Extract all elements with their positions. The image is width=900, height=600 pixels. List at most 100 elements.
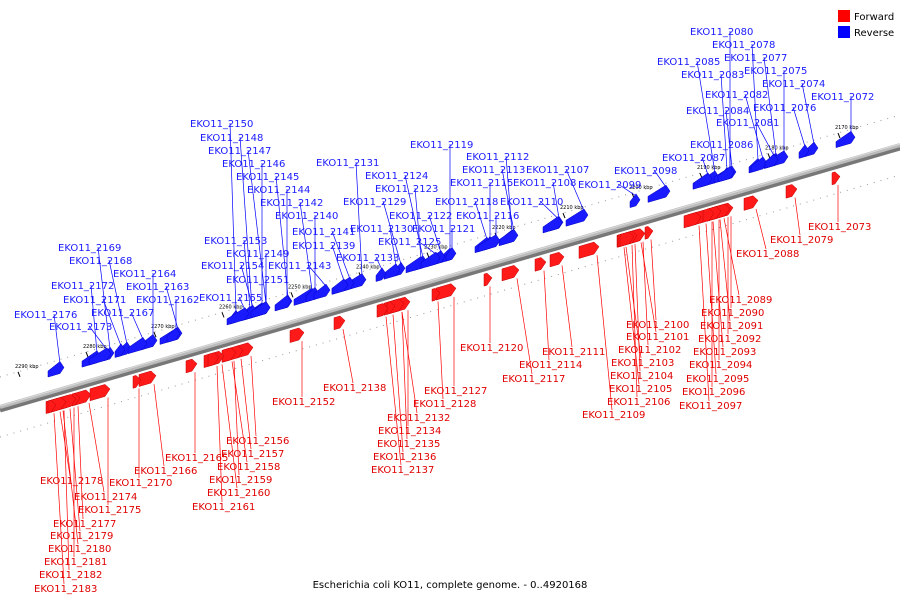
kbp-tick-label: 2200 kbp bbox=[629, 185, 653, 191]
reverse-gene-label: EKO11_2172 bbox=[51, 281, 114, 292]
forward-gene-label: EKO11_2105 bbox=[609, 384, 672, 395]
forward-gene-label: EKO11_2111 bbox=[542, 347, 605, 358]
legend-reverse-swatch bbox=[838, 26, 850, 38]
reverse-gene-leader bbox=[501, 168, 515, 232]
reverse-gene-arrow bbox=[88, 347, 112, 366]
forward-gene-leader bbox=[63, 410, 70, 571]
forward-gene-label: EKO11_2092 bbox=[698, 334, 761, 345]
forward-gene-arrow bbox=[831, 171, 841, 186]
reverse-gene-arrow bbox=[477, 234, 501, 253]
forward-gene-label: EKO11_2090 bbox=[701, 308, 764, 319]
forward-gene-label: EKO11_2138 bbox=[323, 383, 386, 394]
forward-gene-leader bbox=[650, 239, 657, 321]
forward-gene-label: EKO11_2182 bbox=[39, 570, 102, 581]
kbp-tick-mark bbox=[85, 351, 89, 358]
forward-gene-label: EKO11_2152 bbox=[272, 397, 335, 408]
forward-gene-arrow bbox=[702, 208, 715, 223]
reverse-gene-label: EKO11_2163 bbox=[126, 282, 189, 293]
forward-gene-leader bbox=[705, 223, 717, 375]
reverse-gene-leader bbox=[725, 109, 733, 168]
forward-gene-label: EKO11_2178 bbox=[40, 476, 103, 487]
forward-gene-label: EKO11_2179 bbox=[50, 531, 113, 542]
reverse-gene-label: EKO11_2123 bbox=[375, 184, 438, 195]
kbp-tick-label: 2260 kbp bbox=[219, 304, 243, 310]
forward-gene-leader bbox=[221, 364, 238, 489]
forward-gene-leader bbox=[642, 241, 649, 346]
reverse-gene-leader bbox=[763, 56, 777, 156]
backbone-highlight bbox=[0, 143, 900, 407]
reverse-gene-label: EKO11_2119 bbox=[410, 140, 473, 151]
reverse-gene-arrow bbox=[798, 144, 810, 159]
reverse-gene-label: EKO11_2133 bbox=[336, 253, 399, 264]
forward-gene-label: EKO11_2097 bbox=[679, 401, 742, 412]
forward-gene-label: EKO11_2102 bbox=[618, 345, 681, 356]
forward-gene-leader bbox=[216, 365, 223, 503]
reverse-gene-label: EKO11_2118 bbox=[435, 197, 498, 208]
reverse-gene-leader bbox=[792, 106, 806, 147]
reverse-gene-leader bbox=[744, 93, 764, 159]
forward-gene-label: EKO11_2089 bbox=[709, 295, 772, 306]
reverse-gene-label: EKO11_2140 bbox=[275, 211, 338, 222]
reverse-gene-label: EKO11_2148 bbox=[200, 133, 263, 144]
reverse-gene-label: EKO11_2107 bbox=[526, 165, 589, 176]
reverse-gene-arrow bbox=[166, 327, 181, 343]
legend-reverse-label: Reverse bbox=[854, 28, 894, 39]
forward-gene-leader bbox=[755, 208, 767, 250]
forward-gene-label: EKO11_2174 bbox=[74, 492, 137, 503]
reverse-gene-label: EKO11_2144 bbox=[247, 185, 310, 196]
reverse-gene-label: EKO11_2154 bbox=[201, 261, 264, 272]
forward-gene-leader bbox=[233, 360, 240, 476]
reverse-gene-label: EKO11_2129 bbox=[343, 197, 406, 208]
forward-gene-leader bbox=[401, 311, 418, 414]
kbp-tick-mark bbox=[290, 292, 294, 298]
reverse-gene-label: EKO11_2086 bbox=[690, 140, 753, 151]
reverse-gene-leader bbox=[247, 149, 267, 304]
forward-gene-arrow bbox=[501, 265, 520, 282]
forward-gene-leader bbox=[516, 278, 533, 375]
reverse-gene-leader bbox=[755, 121, 775, 156]
reverse-gene-label: EKO11_2072 bbox=[811, 92, 874, 103]
forward-gene-label: EKO11_2095 bbox=[686, 374, 749, 385]
reverse-gene-arrow bbox=[313, 283, 331, 300]
forward-gene-label: EKO11_2156 bbox=[226, 436, 289, 447]
legend: Forward Reverse bbox=[838, 10, 894, 39]
reverse-gene-arrow bbox=[127, 337, 148, 355]
forward-gene-arrow bbox=[207, 352, 220, 367]
reverse-gene-leader bbox=[382, 200, 402, 265]
forward-gene-leader bbox=[153, 384, 165, 467]
reverse-gene-label: EKO11_2116 bbox=[456, 211, 519, 222]
forward-gene-arrow bbox=[47, 399, 57, 414]
reverse-gene-label: EKO11_2130 bbox=[350, 224, 413, 235]
backbone-line bbox=[0, 143, 900, 409]
forward-gene-leader bbox=[623, 247, 640, 385]
reverse-gene-arrow bbox=[565, 208, 589, 227]
forward-gene-arrow bbox=[483, 272, 493, 287]
kbp-tick-label: 2280 kbp bbox=[83, 344, 107, 350]
forward-gene-leader bbox=[240, 358, 252, 450]
kbp-tick-label: 2170 kbp bbox=[835, 125, 859, 131]
reverse-gene-label: EKO11_2176 bbox=[14, 310, 77, 321]
reverse-gene-arrow bbox=[498, 229, 519, 247]
reverse-gene-leader bbox=[102, 298, 122, 346]
forward-gene-label: EKO11_2073 bbox=[808, 222, 871, 233]
forward-gene-arrow bbox=[644, 226, 654, 240]
reverse-gene-leader bbox=[299, 201, 313, 291]
reverse-gene-label: EKO11_2077 bbox=[724, 53, 787, 64]
forward-gene-arrow bbox=[431, 288, 441, 302]
kbp-tick-mark bbox=[17, 371, 21, 377]
forward-gene-arrow bbox=[549, 251, 565, 268]
reverse-gene-leader bbox=[428, 214, 442, 253]
forward-genes: EKO11_2073 EKO11_2079 EKO11_2088 EKO11_2089… bbox=[34, 171, 871, 595]
forward-gene-arrow bbox=[132, 375, 142, 389]
kbp-ticks: 2170 kbp 2180 kbp 2190 kbp 2200 kbp 2210 kbp… bbox=[15, 125, 859, 377]
kbp-tick-mark bbox=[221, 312, 225, 318]
reverse-gene-label: EKO11_2124 bbox=[365, 171, 428, 182]
reverse-gene-leader bbox=[474, 200, 488, 240]
forward-gene-label: EKO11_2103 bbox=[611, 358, 674, 369]
forward-gene-label: EKO11_2175 bbox=[78, 505, 141, 516]
forward-gene-label: EKO11_2104 bbox=[610, 371, 673, 382]
kbp-tick-label: 2240 kbp bbox=[356, 264, 380, 270]
reverse-gene-label: EKO11_2074 bbox=[762, 79, 825, 90]
reverse-gene-label: EKO11_2121 bbox=[412, 224, 475, 235]
forward-gene-leader bbox=[77, 406, 84, 520]
